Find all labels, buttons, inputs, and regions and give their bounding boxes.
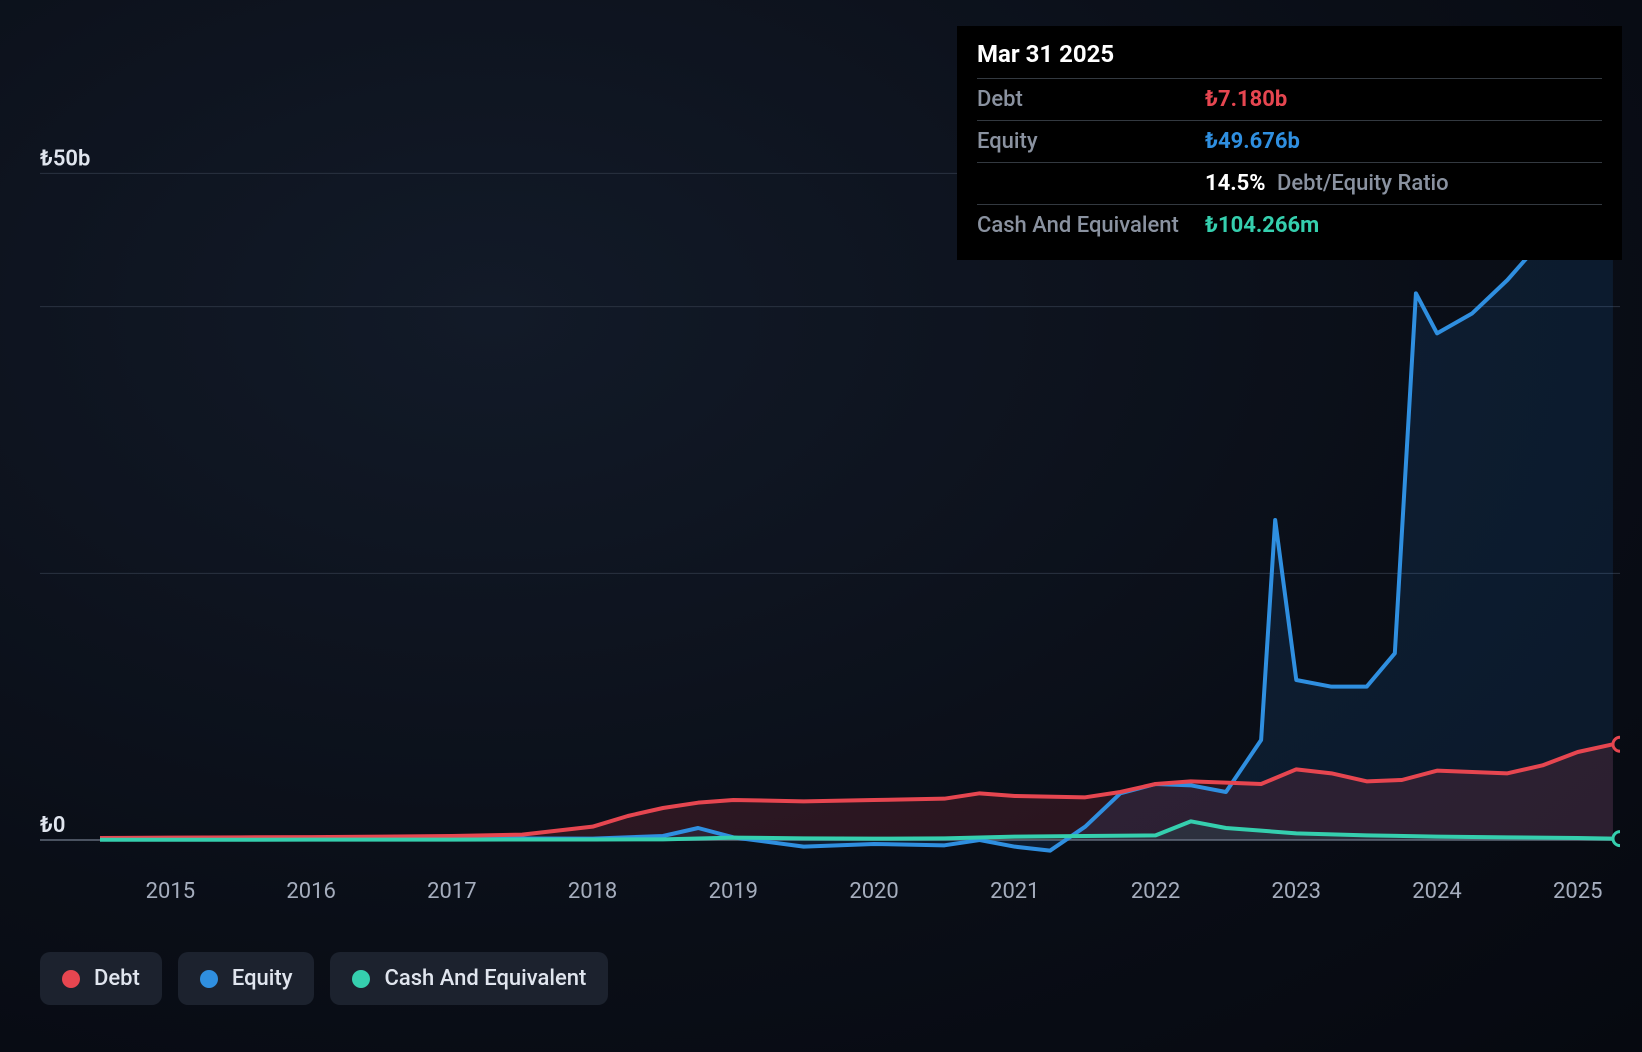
legend-label: Cash And Equivalent [384, 966, 586, 991]
legend-dot [352, 970, 370, 988]
tooltip-date: Mar 31 2025 [977, 40, 1602, 78]
svg-text:2025: 2025 [1553, 879, 1602, 900]
svg-text:₺50b: ₺50b [40, 146, 90, 171]
tooltip-value: ₺7.180b [1205, 87, 1287, 112]
tooltip-row-equity: Equity ₺49.676b [977, 120, 1602, 162]
chart-legend: Debt Equity Cash And Equivalent [40, 952, 608, 1005]
chart-tooltip: Mar 31 2025 Debt ₺7.180b Equity ₺49.676b… [957, 26, 1622, 260]
svg-text:2018: 2018 [568, 879, 617, 900]
svg-text:2021: 2021 [990, 879, 1039, 900]
legend-label: Debt [94, 966, 140, 991]
tooltip-value: ₺104.266m [1205, 213, 1319, 238]
legend-item-debt[interactable]: Debt [40, 952, 162, 1005]
legend-label: Equity [232, 966, 293, 991]
tooltip-label: Debt [977, 87, 1205, 112]
legend-item-cash[interactable]: Cash And Equivalent [330, 952, 608, 1005]
svg-text:2015: 2015 [146, 879, 195, 900]
tooltip-label: Equity [977, 129, 1205, 154]
svg-text:₺0: ₺0 [40, 813, 65, 838]
svg-text:2017: 2017 [427, 879, 476, 900]
svg-text:2023: 2023 [1272, 879, 1321, 900]
ratio-label: Debt/Equity Ratio [1277, 171, 1449, 196]
svg-text:2024: 2024 [1412, 879, 1461, 900]
svg-text:2022: 2022 [1131, 879, 1180, 900]
legend-dot [200, 970, 218, 988]
tooltip-row-debt: Debt ₺7.180b [977, 78, 1602, 120]
tooltip-value: ₺49.676b [1205, 129, 1300, 154]
svg-text:2020: 2020 [849, 879, 898, 900]
tooltip-row-cash: Cash And Equivalent ₺104.266m [977, 204, 1602, 246]
svg-text:2016: 2016 [286, 879, 335, 900]
ratio-percent: 14.5% [1205, 171, 1266, 196]
legend-item-equity[interactable]: Equity [178, 952, 315, 1005]
tooltip-row-ratio: 14.5% Debt/Equity Ratio [977, 162, 1602, 204]
legend-dot [62, 970, 80, 988]
svg-text:2019: 2019 [709, 879, 758, 900]
tooltip-label: Cash And Equivalent [977, 213, 1205, 238]
